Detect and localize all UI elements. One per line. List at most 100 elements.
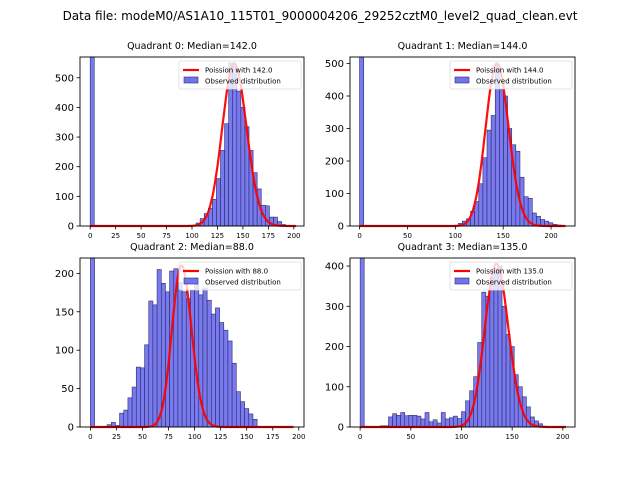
axes-frame [349, 56, 576, 227]
x-tick-label: 125 [214, 433, 227, 441]
legend-box [449, 261, 573, 291]
subplot-quadrant-0: Quadrant 0: Median=142.00100200300400500… [55, 41, 305, 240]
legend-label: Observed distribution [205, 279, 281, 287]
legend-label: Observed distribution [205, 78, 281, 86]
x-tick-label: 150 [505, 433, 518, 441]
x-tick-label: 50 [137, 232, 146, 240]
histogram-bar [396, 415, 401, 428]
y-tick-label: 500 [55, 73, 74, 84]
x-tick-label: 200 [287, 232, 300, 240]
axes-frame [349, 257, 576, 428]
subplot-quadrant-2: Quadrant 2: Median=88.0 0 50 100 150 200 0 25 50… [55, 242, 306, 441]
histogram-bar [505, 334, 511, 428]
histogram-bar [400, 412, 406, 428]
histogram-bar [232, 65, 238, 227]
y-tick-label: 0 [68, 423, 74, 434]
x-tick-label: 150 [497, 232, 510, 240]
histogram-bar [123, 409, 129, 428]
y-tick-label: 100 [325, 382, 344, 393]
legend: Poission with 142.0 Observed distribution [178, 60, 302, 90]
x-tick-label: 0 [358, 433, 362, 441]
histogram-bar [412, 415, 418, 428]
histogram-bar [499, 89, 504, 227]
histogram-bar [215, 307, 220, 428]
histogram-bar [224, 123, 229, 227]
y-tick-label: 200 [325, 157, 344, 168]
histogram-bar [359, 257, 365, 428]
x-tick-label: 150 [236, 232, 249, 240]
legend-bar-swatch [183, 277, 199, 285]
histogram-bar [453, 415, 458, 428]
y-tick-label: 400 [55, 103, 74, 114]
y-tick-label: 200 [325, 342, 344, 353]
y-tick-label: 100 [325, 189, 344, 200]
histogram-bar [212, 199, 217, 227]
legend-label: Poission with 144.0 [476, 67, 544, 75]
x-tick-label: 75 [162, 232, 171, 240]
histogram-bar [416, 415, 422, 428]
histogram-bar [119, 412, 125, 428]
legend-label: Observed distribution [476, 279, 552, 287]
legend-label: Poission with 142.0 [205, 67, 273, 75]
x-tick-label: 100 [449, 232, 462, 240]
histogram-bar [219, 322, 225, 428]
y-tick-label: 200 [55, 269, 74, 280]
histogram-bar [210, 313, 216, 428]
histogram-bar [501, 305, 507, 428]
legend-box [449, 60, 573, 90]
y-tick-label: 0 [68, 222, 74, 233]
subplot-title: Quadrant 1: Median=144.0 [398, 41, 528, 52]
x-tick-label: 50 [138, 433, 147, 441]
histogram-bar [478, 183, 484, 227]
y-tick-label: 300 [325, 302, 344, 313]
subplot-quadrant-3: Quadrant 3: Median=135.0 0 100 200 300 400 0 50… [325, 242, 576, 441]
legend-box [178, 60, 302, 90]
legend-label: Observed distribution [476, 78, 552, 86]
histogram-bar [493, 267, 499, 428]
histogram-bar [148, 300, 154, 428]
legend: Poission with 135.0 Observed distribution [449, 261, 573, 291]
y-tick-label: 100 [55, 346, 74, 357]
x-tick-label: 200 [556, 433, 569, 441]
x-tick-label: 0 [88, 433, 92, 441]
histogram-bar [449, 417, 454, 428]
y-tick-label: 0 [338, 423, 344, 434]
histogram-bar [490, 115, 496, 227]
legend: Poission with 88.0 Observed distribution [178, 261, 302, 291]
x-tick-label: 50 [406, 433, 415, 441]
legend: Poission with 144.0 Observed distribution [449, 60, 573, 90]
y-tick-label: 100 [55, 192, 74, 203]
histogram-bar [359, 56, 364, 227]
x-tick-label: 200 [544, 232, 557, 240]
legend-label: Poission with 88.0 [205, 268, 268, 276]
subplot-title: Quadrant 0: Median=142.0 [127, 41, 257, 52]
histogram-bar [90, 257, 95, 428]
legend-label: Poission with 135.0 [476, 268, 544, 276]
histogram-bar [181, 291, 187, 428]
x-tick-label: 50 [403, 232, 412, 240]
histogram-bar [388, 416, 393, 428]
y-tick-label: 50 [61, 384, 74, 395]
histogram-bar [244, 408, 250, 428]
y-tick-label: 400 [325, 262, 344, 273]
histogram-bar [236, 90, 242, 227]
histogram-bar [440, 412, 446, 428]
legend-bar-swatch [454, 76, 470, 84]
histogram-bar [404, 415, 410, 428]
x-tick-label: 100 [188, 433, 201, 441]
x-tick-label: 100 [185, 232, 198, 240]
histogram-bar [486, 129, 492, 227]
x-tick-label: 125 [211, 232, 224, 240]
y-tick-label: 400 [325, 92, 344, 103]
histogram-bar [202, 287, 208, 428]
histogram-bar [140, 367, 145, 428]
histogram-bar [424, 412, 430, 428]
x-tick-label: 175 [262, 232, 275, 240]
subplot-title: Quadrant 3: Median=135.0 [398, 242, 528, 253]
histogram-bar [248, 413, 254, 428]
legend-bar-swatch [454, 277, 470, 285]
histogram-bar [420, 418, 426, 428]
histogram-bar [392, 413, 397, 428]
subplot-title: Quadrant 2: Median=88.0 [130, 242, 254, 253]
